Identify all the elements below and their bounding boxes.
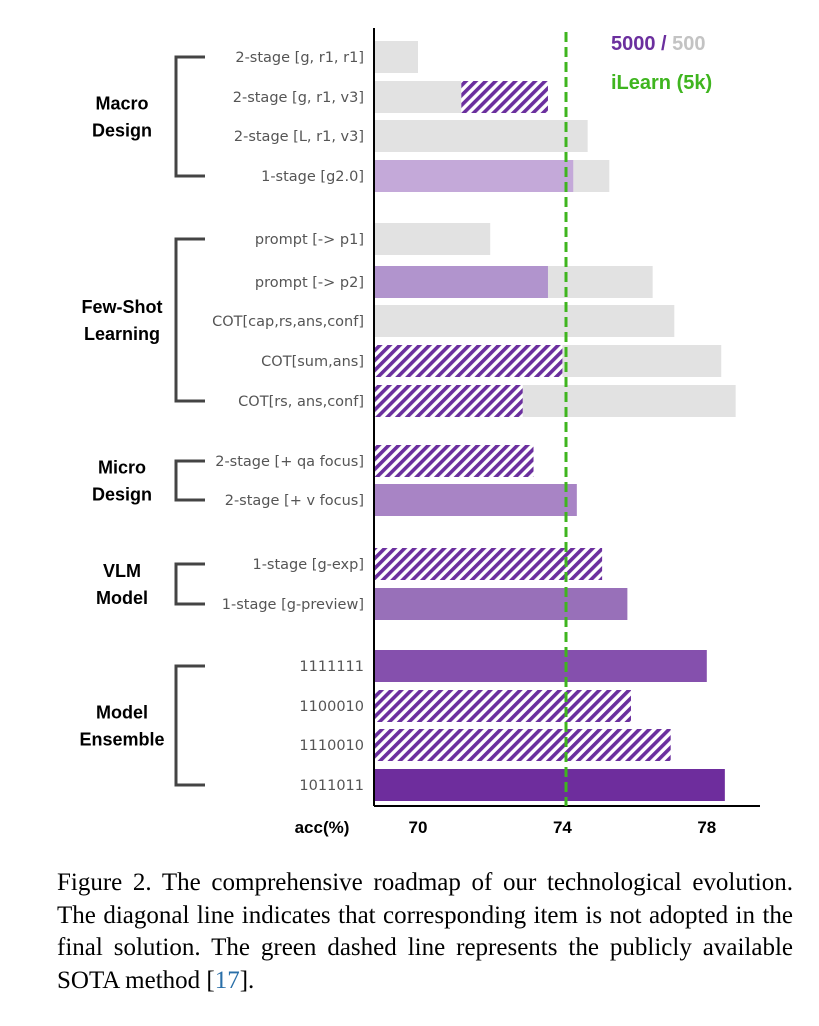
legend-series: 5000 / 500	[611, 33, 706, 55]
x-axis-label: acc(%)	[295, 818, 350, 837]
row-label: 1110010	[299, 738, 364, 754]
bar-500-prompt-p1	[375, 223, 491, 255]
bar-5000-cot-rs-ans-conf	[375, 385, 523, 417]
row-label: 1011011	[299, 778, 364, 794]
row-label: prompt [-> p1]	[255, 232, 364, 248]
x-tick-label: 78	[697, 818, 716, 837]
row-label: 1100010	[299, 699, 364, 715]
bar-500-2-stage-g-r1-v3	[375, 81, 462, 113]
bar-5000-cot-sum-ans	[375, 345, 563, 377]
bar-500-2-stage-l-r1-v3	[375, 120, 588, 152]
group-bracket	[174, 55, 205, 178]
group-label: Ensemble	[79, 730, 164, 750]
row-label: 2-stage [g, r1, r1]	[235, 50, 364, 66]
group-label: Micro	[98, 458, 146, 478]
bar-5000-prompt-p2	[375, 266, 548, 298]
row-label: COT[cap,rs,ans,conf]	[212, 314, 364, 330]
row-label: 2-stage [L, r1, v3]	[234, 129, 364, 145]
group-bracket	[174, 664, 205, 787]
x-tick-label: 70	[409, 818, 428, 837]
bar-5000-1-stage-g2-0	[375, 160, 574, 192]
group-label: Model	[96, 588, 148, 608]
bar-5000-1-stage-g-exp	[375, 548, 603, 580]
group-label: Design	[92, 121, 152, 141]
citation-link[interactable]: 17	[214, 966, 240, 994]
bar-5000-1-stage-g-preview	[375, 588, 628, 620]
caption-end: ].	[239, 966, 255, 994]
bar-5000-2-stage-qa-focus	[375, 445, 534, 477]
row-label: 1-stage [g-exp]	[252, 557, 364, 573]
bar-5000-1110010	[375, 729, 671, 761]
row-label: 2-stage [+ qa focus]	[215, 454, 364, 470]
bar-500-2-stage-g-r1-r1	[375, 41, 418, 73]
group-label: Design	[92, 485, 152, 505]
row-label: 1-stage [g-preview]	[222, 597, 364, 613]
group-bracket	[174, 459, 205, 502]
group-label: VLM	[103, 561, 141, 581]
roadmap-chart: 2-stage [g, r1, r1] 2-stage [g, r1, v3] 2-…	[79, 28, 760, 837]
bar-5000-2-stage-g-r1-v3	[461, 81, 548, 113]
row-label: 1-stage [g2.0]	[261, 169, 364, 185]
row-label: 2-stage [+ v focus]	[225, 493, 364, 509]
row-label: COT[rs, ans,conf]	[238, 394, 364, 410]
group-label: Few-Shot	[82, 297, 163, 317]
bar-5000-1111111	[375, 650, 707, 682]
group-bracket	[174, 562, 205, 606]
row-label: 2-stage [g, r1, v3]	[233, 90, 364, 106]
bar-5000-1011011	[375, 769, 725, 801]
figure-caption: Figure 2. The comprehensive roadmap of o…	[57, 867, 793, 997]
caption-text: Figure 2. The comprehensive roadmap of o…	[57, 869, 793, 994]
bar-5000-2-stage-v-focus	[375, 484, 577, 516]
row-label: 1111111	[299, 659, 364, 675]
bar-5000-1100010	[375, 690, 631, 722]
group-bracket	[174, 237, 205, 403]
group-label: Macro	[95, 94, 148, 114]
legend-500: 500	[672, 33, 705, 55]
legend-5000: 5000	[611, 33, 656, 55]
legend-ilearn: iLearn (5k)	[611, 72, 712, 94]
legend-separator: /	[656, 33, 673, 55]
x-tick-label: 74	[553, 818, 572, 837]
group-label: Model	[96, 703, 148, 723]
row-label: COT[sum,ans]	[261, 354, 364, 370]
row-label: prompt [-> p2]	[255, 275, 364, 291]
bar-500-cot-cap-rs-ans-conf	[375, 305, 675, 337]
group-label: Learning	[84, 324, 160, 344]
